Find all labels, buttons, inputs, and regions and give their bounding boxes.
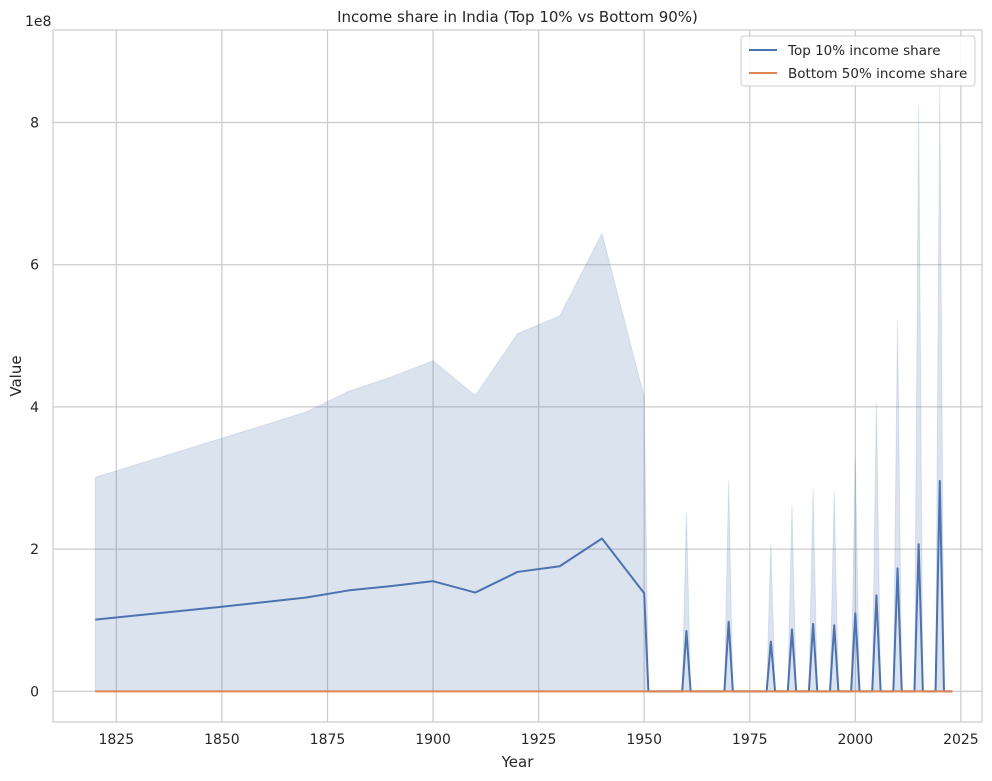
gridlines [53,30,982,722]
legend-box [740,35,976,87]
y-tick-label: 2 [30,542,39,558]
x-tick-label: 1875 [310,732,346,748]
plot-area [52,29,983,723]
y-axis-multiplier: 1e8 [25,14,51,30]
x-tick-label: 1850 [204,732,240,748]
y-tick-label: 0 [30,684,39,700]
y-tick-label: 4 [30,400,39,416]
y-tick-label: 8 [30,115,39,131]
x-tick-labels: 1825 1850 1875 1900 1925 1950 1975 2000 2025 [99,732,979,748]
series-line-0 [95,479,953,693]
x-tick-label: 2000 [837,732,873,748]
y-tick-label: 6 [30,258,39,274]
x-tick-label: 1900 [415,732,451,748]
x-tick-label: 1950 [626,732,662,748]
x-axis-label: Year [501,753,535,771]
y-axis-label: Value [7,355,25,396]
plot-background [53,30,982,722]
legend-label-bottom-50: Bottom 50% income share [788,66,967,82]
legend: Top 10% income share Bottom 50% income s… [740,35,976,87]
chart-title: Income share in India (Top 10% vs Bottom… [337,8,698,26]
x-tick-label: 1825 [99,732,135,748]
x-tick-label: 2025 [943,732,979,748]
legend-label-top-10: Top 10% income share [787,43,941,59]
x-tick-label: 1975 [732,732,768,748]
plot-frame [52,29,983,723]
y-tick-labels: 0 2 4 6 8 [30,115,39,700]
series-lines [95,479,953,693]
x-tick-label: 1925 [521,732,557,748]
